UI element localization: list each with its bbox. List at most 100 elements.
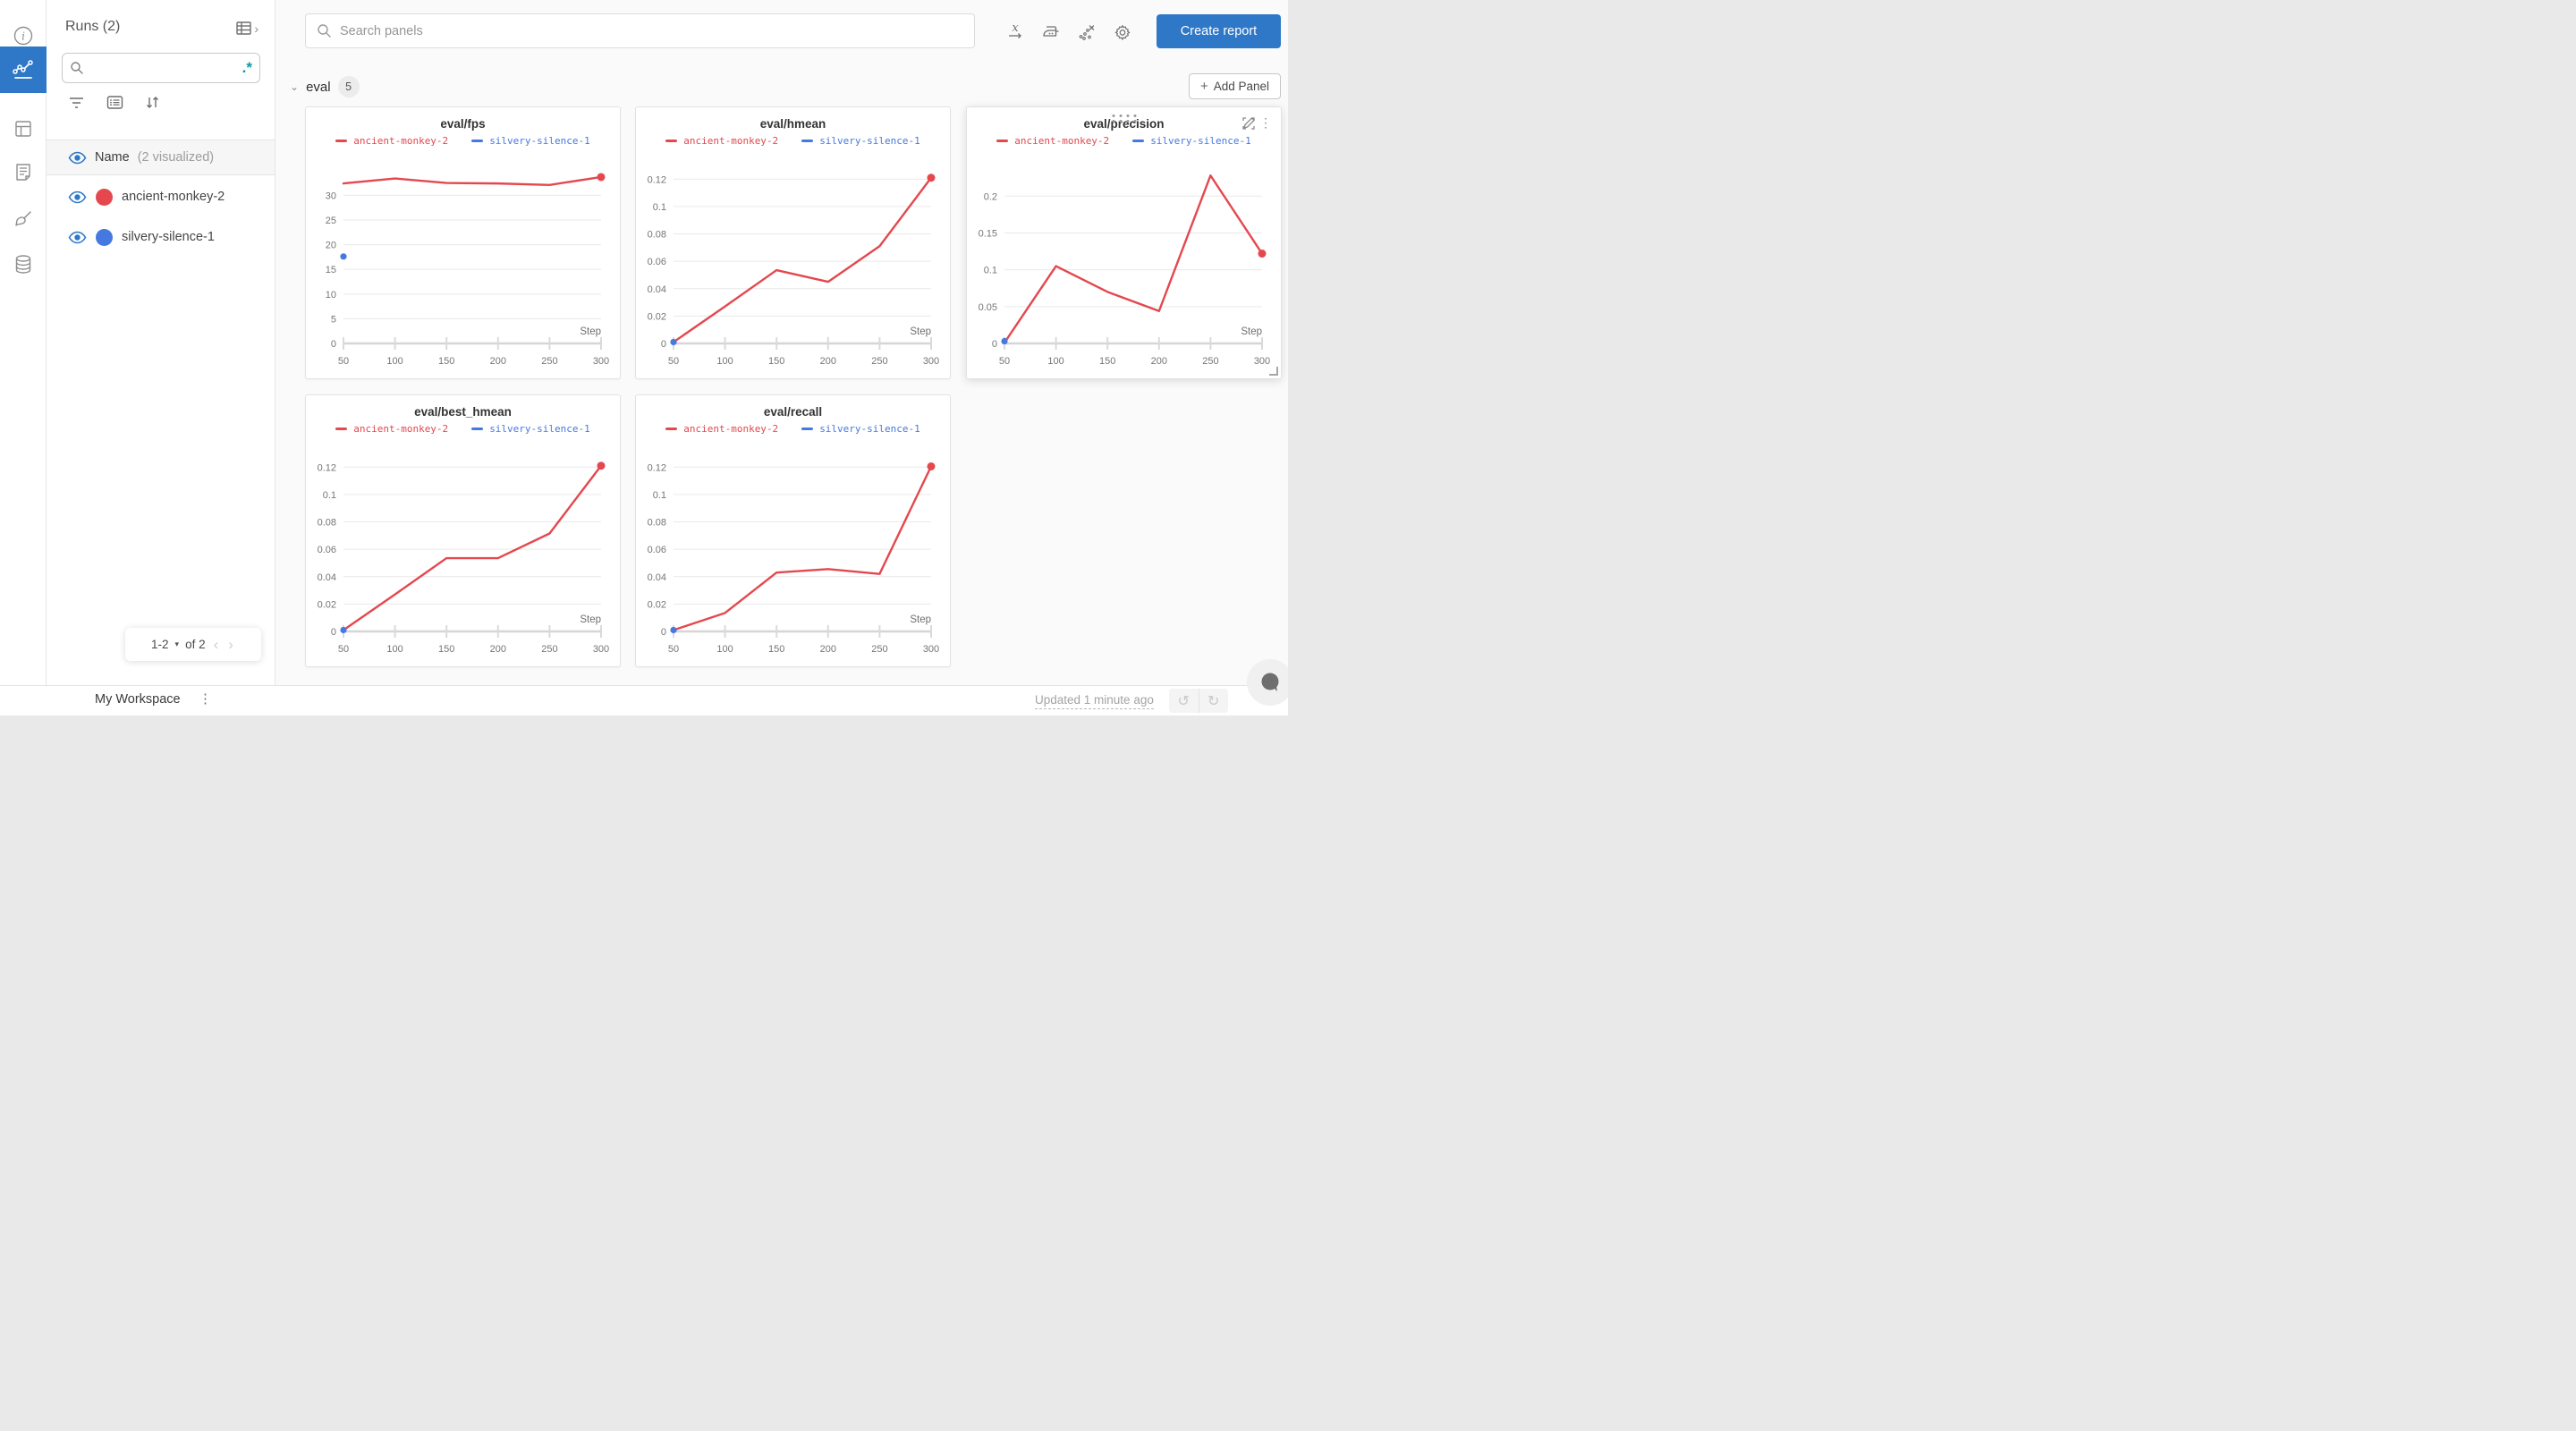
redo-button[interactable]: ↻ bbox=[1208, 693, 1220, 709]
svg-text:0.04: 0.04 bbox=[648, 284, 666, 295]
svg-text:0: 0 bbox=[992, 339, 997, 350]
panel-menu-kebab-icon[interactable]: ⋮ bbox=[1259, 115, 1272, 130]
panel-title: eval/recall bbox=[763, 405, 823, 419]
run-name-label[interactable]: ancient-monkey-2 bbox=[122, 190, 225, 204]
svg-text:300: 300 bbox=[593, 356, 609, 367]
chart-plot-area[interactable]: 0 0.02 0.04 0.06 0.08 0.1 0.12 50 100 150 200 250 30… bbox=[636, 107, 952, 380]
svg-text:0.08: 0.08 bbox=[648, 230, 666, 241]
info-icon-glyph: i bbox=[13, 26, 33, 46]
legend-item: ancient-monkey-2 bbox=[665, 423, 778, 435]
svg-text:0.1: 0.1 bbox=[653, 490, 666, 501]
visualized-count-label: (2 visualized) bbox=[137, 150, 215, 165]
workspace-menu-kebab-icon[interactable]: ⋮ bbox=[199, 691, 212, 707]
filter-icon[interactable] bbox=[68, 95, 85, 110]
svg-text:300: 300 bbox=[593, 644, 609, 655]
runs-sidebar: Runs (2) › .* bbox=[47, 0, 275, 685]
legend-item: silvery-silence-1 bbox=[471, 135, 590, 147]
wandb-workspace-app: i bbox=[0, 0, 1288, 716]
group-list-icon[interactable] bbox=[106, 95, 123, 110]
logs-icon[interactable] bbox=[0, 148, 47, 195]
runs-search-input[interactable]: .* bbox=[62, 53, 260, 83]
chart-plot-area[interactable]: 0 0.02 0.04 0.06 0.08 0.1 0.12 50 100 150 200 250 30… bbox=[306, 395, 622, 668]
panel-section-header: ⌄ eval 5 bbox=[290, 76, 360, 97]
page-of-label: of 2 bbox=[185, 638, 206, 651]
eye-icon[interactable] bbox=[68, 151, 87, 165]
panel-drag-handle[interactable] bbox=[1112, 114, 1136, 123]
svg-text:0: 0 bbox=[331, 339, 336, 350]
regex-toggle-icon[interactable]: .* bbox=[242, 59, 252, 76]
chart-panel-eval-fps[interactable]: eval/fps ancient-monkey-2 silvery-silence-… bbox=[305, 106, 621, 379]
workspace-settings-icons: x bbox=[1005, 21, 1132, 43]
legend-dash bbox=[471, 428, 484, 430]
database-icon[interactable] bbox=[0, 241, 47, 288]
plus-icon: + bbox=[1199, 79, 1208, 94]
run-row[interactable]: silvery-silence-1 bbox=[47, 217, 275, 257]
info-icon[interactable]: i bbox=[0, 13, 47, 59]
page-range-label[interactable]: 1-2 bbox=[151, 638, 169, 651]
next-page-button[interactable]: › bbox=[228, 635, 233, 653]
x-axis-icon[interactable]: x bbox=[1005, 21, 1025, 43]
svg-text:150: 150 bbox=[768, 356, 784, 367]
smoothing-iron-icon[interactable] bbox=[1041, 21, 1061, 43]
chart-panel-eval-precision[interactable]: eval/precision ancient-monkey-2 silvery-si… bbox=[966, 106, 1282, 379]
workspace-charts-icon[interactable] bbox=[0, 47, 47, 93]
chevron-down-icon[interactable]: ⌄ bbox=[290, 80, 300, 93]
run-row[interactable]: ancient-monkey-2 bbox=[47, 177, 275, 216]
chart-plot-area[interactable]: 0 5 10 15 20 25 30 50 100 150 200 250 300 Step bbox=[306, 107, 622, 380]
svg-text:200: 200 bbox=[490, 356, 506, 367]
svg-text:150: 150 bbox=[768, 644, 784, 655]
svg-text:250: 250 bbox=[541, 644, 557, 655]
settings-gear-icon[interactable] bbox=[1113, 21, 1132, 43]
legend-run-label: silvery-silence-1 bbox=[819, 135, 920, 147]
undo-button[interactable]: ↺ bbox=[1169, 689, 1199, 713]
search-panels-input[interactable]: Search panels bbox=[305, 13, 975, 48]
chart-panel-eval-recall[interactable]: eval/recall ancient-monkey-2 silvery-silen… bbox=[635, 394, 951, 667]
help-chat-button[interactable] bbox=[1247, 659, 1288, 706]
expand-run-table-button[interactable]: › bbox=[235, 20, 258, 38]
svg-text:250: 250 bbox=[871, 644, 887, 655]
legend-dash bbox=[996, 140, 1009, 142]
legend-item: ancient-monkey-2 bbox=[996, 135, 1109, 147]
sort-icon[interactable] bbox=[145, 95, 160, 110]
chart-plot-area[interactable]: 0 0.02 0.04 0.06 0.08 0.1 0.12 50 100 150 200 250 30… bbox=[636, 395, 952, 668]
section-name-label[interactable]: eval bbox=[306, 79, 331, 95]
svg-text:0.04: 0.04 bbox=[318, 572, 336, 583]
svg-text:50: 50 bbox=[338, 356, 349, 367]
eye-icon[interactable] bbox=[68, 231, 87, 244]
panel-resize-handle[interactable] bbox=[1269, 367, 1278, 376]
add-panel-button[interactable]: + Add Panel bbox=[1189, 73, 1281, 99]
panel-toolbar: ⋮ bbox=[1241, 115, 1272, 130]
runs-name-header[interactable]: Name (2 visualized) bbox=[47, 140, 275, 175]
artifacts-brush-icon[interactable] bbox=[0, 197, 47, 243]
svg-text:0.06: 0.06 bbox=[648, 545, 666, 555]
svg-text:0.12: 0.12 bbox=[318, 462, 336, 473]
table-icon[interactable] bbox=[0, 106, 47, 152]
updated-timestamp-link[interactable]: Updated 1 minute ago bbox=[1035, 693, 1154, 709]
create-report-button[interactable]: Create report bbox=[1157, 14, 1281, 48]
svg-text:300: 300 bbox=[1254, 356, 1270, 367]
panel-legend: ancient-monkey-2 silvery-silence-1 bbox=[306, 135, 620, 147]
legend-item: silvery-silence-1 bbox=[1132, 135, 1251, 147]
section-panel-count-badge: 5 bbox=[337, 76, 360, 97]
legend-item: ancient-monkey-2 bbox=[665, 135, 778, 147]
chart-panel-eval-best_hmean[interactable]: eval/best_hmean ancient-monkey-2 silvery-s… bbox=[305, 394, 621, 667]
table-icon-glyph bbox=[15, 121, 31, 137]
eye-icon[interactable] bbox=[68, 191, 87, 204]
svg-text:250: 250 bbox=[1202, 356, 1218, 367]
table-expand-icon bbox=[236, 21, 252, 35]
clipboard-icon-glyph bbox=[16, 164, 30, 181]
chart-panel-eval-hmean[interactable]: eval/hmean ancient-monkey-2 silvery-silenc… bbox=[635, 106, 951, 379]
svg-text:100: 100 bbox=[386, 644, 402, 655]
run-name-label[interactable]: silvery-silence-1 bbox=[122, 230, 215, 244]
prev-page-button[interactable]: ‹ bbox=[213, 635, 219, 653]
legend-dash bbox=[1132, 140, 1145, 142]
legend-run-label: ancient-monkey-2 bbox=[1014, 135, 1110, 147]
svg-text:0.1: 0.1 bbox=[653, 202, 666, 213]
outliers-scatter-icon[interactable] bbox=[1077, 21, 1097, 43]
page-range-caret-icon[interactable]: ▾ bbox=[174, 639, 180, 648]
chevron-right-icon: › bbox=[254, 21, 258, 36]
bottom-bar: My Workspace ⋮ Updated 1 minute ago ↺ ↻ bbox=[0, 685, 1288, 716]
chart-plot-area[interactable]: 0 0.05 0.1 0.15 0.2 50 100 150 200 250 300 Step bbox=[967, 107, 1283, 380]
brush-icon-glyph bbox=[15, 211, 31, 226]
svg-text:0.02: 0.02 bbox=[648, 599, 666, 610]
